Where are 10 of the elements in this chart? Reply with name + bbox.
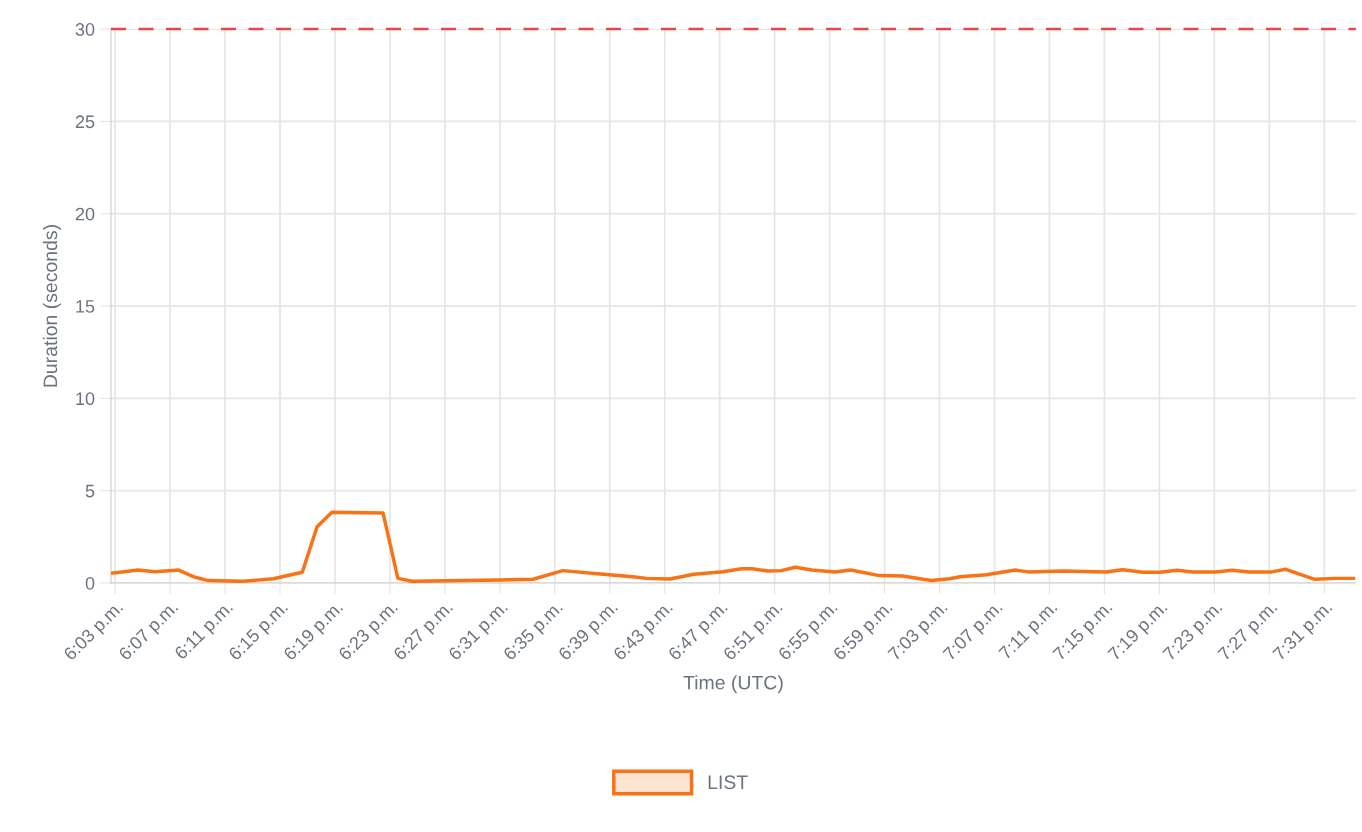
y-tick-label: 0	[85, 576, 95, 590]
y-tick-label: 20	[75, 207, 95, 221]
x-axis-title: Time (UTC)	[683, 675, 783, 694]
y-tick-label: 15	[76, 300, 95, 313]
y-tick-label: 25	[75, 115, 95, 129]
y-tick-label: 10	[76, 392, 95, 406]
y-axis-title: Duration (seconds)	[42, 225, 62, 387]
y-tick-label: 30	[75, 23, 95, 36]
y-tick-label: 5	[85, 484, 95, 498]
legend-label: LIST	[708, 775, 748, 790]
